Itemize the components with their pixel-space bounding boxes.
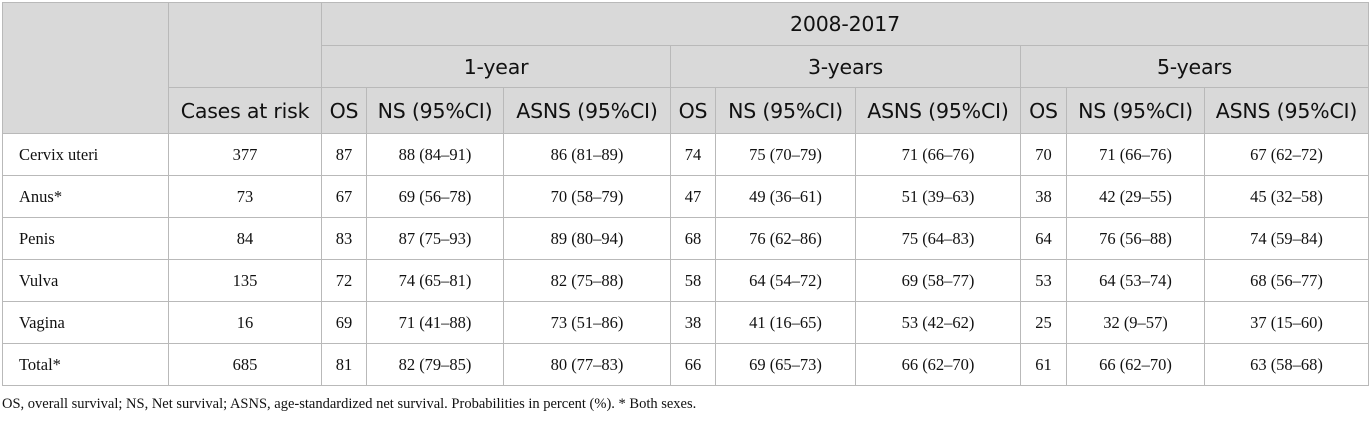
column-header-asns: ASNS (95%CI) <box>1204 87 1369 134</box>
asns-cell: 70 (58–79) <box>503 175 671 218</box>
survival-table: 2008-2017 1-year 3-years 5-years Cases a… <box>2 2 1369 386</box>
asns-cell: 51 (39–63) <box>855 175 1021 218</box>
row-label: Vulva <box>2 259 169 302</box>
period-header: 2008-2017 <box>321 2 1369 46</box>
horizon-header-3-years: 3-years <box>670 45 1021 88</box>
ns-cell: 75 (70–79) <box>715 133 856 176</box>
table-header: 2008-2017 1-year 3-years 5-years Cases a… <box>2 2 1369 134</box>
os-cell: 38 <box>1020 175 1067 218</box>
os-cell: 47 <box>670 175 716 218</box>
asns-cell: 45 (32–58) <box>1204 175 1369 218</box>
os-cell: 61 <box>1020 343 1067 386</box>
table-row: Vulva 135 72 74 (65–81) 82 (75–88) 58 64… <box>2 259 1369 302</box>
asns-cell: 73 (51–86) <box>503 301 671 344</box>
ns-cell: 71 (41–88) <box>366 301 504 344</box>
os-cell: 66 <box>670 343 716 386</box>
asns-cell: 89 (80–94) <box>503 217 671 260</box>
ns-cell: 88 (84–91) <box>366 133 504 176</box>
cases-cell: 685 <box>168 343 322 386</box>
header-blank-cases <box>168 2 322 88</box>
table-row: Anus* 73 67 69 (56–78) 70 (58–79) 47 49 … <box>2 175 1369 218</box>
ns-cell: 64 (53–74) <box>1066 259 1205 302</box>
ns-cell: 64 (54–72) <box>715 259 856 302</box>
os-cell: 69 <box>321 301 367 344</box>
table-footnote: OS, overall survival; NS, Net survival; … <box>2 396 697 412</box>
column-header-ns: NS (95%CI) <box>366 87 504 134</box>
column-header-os: OS <box>1020 87 1067 134</box>
column-header-cases-at-risk: Cases at risk <box>168 87 322 134</box>
os-cell: 68 <box>670 217 716 260</box>
ns-cell: 71 (66–76) <box>1066 133 1205 176</box>
os-cell: 25 <box>1020 301 1067 344</box>
asns-cell: 66 (62–70) <box>855 343 1021 386</box>
os-cell: 67 <box>321 175 367 218</box>
ns-cell: 69 (56–78) <box>366 175 504 218</box>
table-row: Vagina 16 69 71 (41–88) 73 (51–86) 38 41… <box>2 301 1369 344</box>
ns-cell: 69 (65–73) <box>715 343 856 386</box>
os-cell: 74 <box>670 133 716 176</box>
cases-cell: 135 <box>168 259 322 302</box>
ns-cell: 42 (29–55) <box>1066 175 1205 218</box>
asns-cell: 53 (42–62) <box>855 301 1021 344</box>
asns-cell: 80 (77–83) <box>503 343 671 386</box>
column-header-ns: NS (95%CI) <box>1066 87 1205 134</box>
horizon-header-5-years: 5-years <box>1020 45 1369 88</box>
column-header-asns: ASNS (95%CI) <box>503 87 671 134</box>
cases-cell: 84 <box>168 217 322 260</box>
os-cell: 58 <box>670 259 716 302</box>
horizon-header-1-year: 1-year <box>321 45 671 88</box>
row-label: Vagina <box>2 301 169 344</box>
table-row: Cervix uteri 377 87 88 (84–91) 86 (81–89… <box>2 133 1369 176</box>
table-body: Cervix uteri 377 87 88 (84–91) 86 (81–89… <box>2 133 1369 386</box>
os-cell: 72 <box>321 259 367 302</box>
os-cell: 38 <box>670 301 716 344</box>
cases-cell: 73 <box>168 175 322 218</box>
asns-cell: 68 (56–77) <box>1204 259 1369 302</box>
ns-cell: 74 (65–81) <box>366 259 504 302</box>
os-cell: 64 <box>1020 217 1067 260</box>
asns-cell: 74 (59–84) <box>1204 217 1369 260</box>
row-label: Total* <box>2 343 169 386</box>
ns-cell: 76 (56–88) <box>1066 217 1205 260</box>
os-cell: 83 <box>321 217 367 260</box>
cases-cell: 377 <box>168 133 322 176</box>
os-cell: 87 <box>321 133 367 176</box>
table-row: Total* 685 81 82 (79–85) 80 (77–83) 66 6… <box>2 343 1369 386</box>
ns-cell: 82 (79–85) <box>366 343 504 386</box>
asns-cell: 75 (64–83) <box>855 217 1021 260</box>
asns-cell: 71 (66–76) <box>855 133 1021 176</box>
ns-cell: 66 (62–70) <box>1066 343 1205 386</box>
header-blank-cell <box>2 2 169 134</box>
asns-cell: 67 (62–72) <box>1204 133 1369 176</box>
row-label: Penis <box>2 217 169 260</box>
os-cell: 70 <box>1020 133 1067 176</box>
row-label: Cervix uteri <box>2 133 169 176</box>
ns-cell: 76 (62–86) <box>715 217 856 260</box>
cases-cell: 16 <box>168 301 322 344</box>
ns-cell: 41 (16–65) <box>715 301 856 344</box>
os-cell: 53 <box>1020 259 1067 302</box>
ns-cell: 32 (9–57) <box>1066 301 1205 344</box>
asns-cell: 37 (15–60) <box>1204 301 1369 344</box>
column-header-asns: ASNS (95%CI) <box>855 87 1021 134</box>
row-label: Anus* <box>2 175 169 218</box>
asns-cell: 69 (58–77) <box>855 259 1021 302</box>
asns-cell: 63 (58–68) <box>1204 343 1369 386</box>
ns-cell: 49 (36–61) <box>715 175 856 218</box>
column-header-ns: NS (95%CI) <box>715 87 856 134</box>
column-header-os: OS <box>670 87 716 134</box>
os-cell: 81 <box>321 343 367 386</box>
asns-cell: 82 (75–88) <box>503 259 671 302</box>
ns-cell: 87 (75–93) <box>366 217 504 260</box>
asns-cell: 86 (81–89) <box>503 133 671 176</box>
table-row: Penis 84 83 87 (75–93) 89 (80–94) 68 76 … <box>2 217 1369 260</box>
column-header-os: OS <box>321 87 367 134</box>
